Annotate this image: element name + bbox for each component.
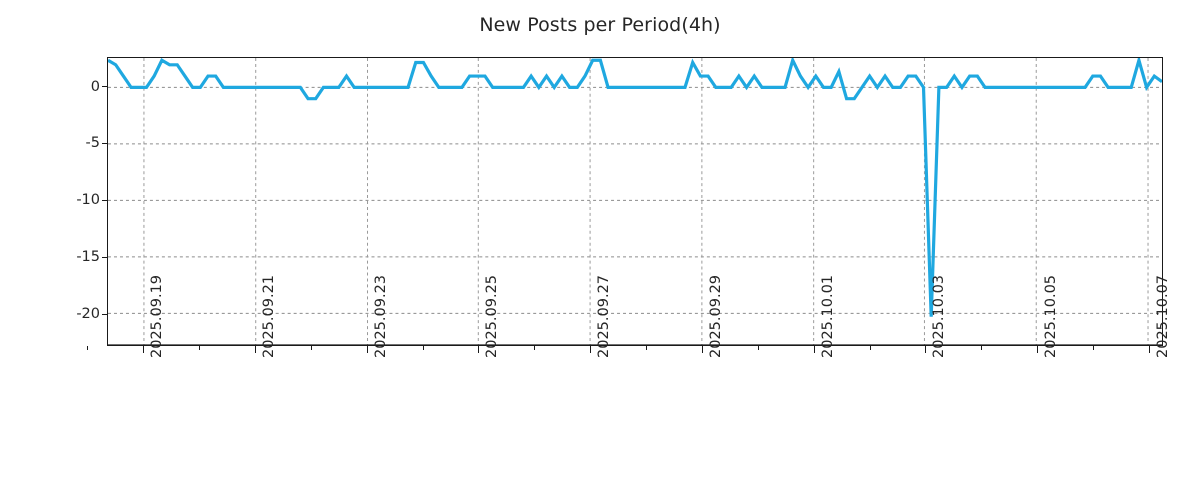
x-tick-mark bbox=[925, 346, 927, 353]
x-tick-mark bbox=[255, 346, 257, 353]
x-minor-tick-mark bbox=[423, 346, 425, 350]
data-series-line bbox=[108, 58, 1162, 317]
x-tick-label: 2025.09.29 bbox=[708, 274, 724, 358]
x-minor-tick-mark bbox=[758, 346, 760, 350]
y-tick-label: -10 bbox=[76, 192, 100, 209]
x-minor-tick-mark bbox=[870, 346, 872, 350]
x-tick-mark bbox=[590, 346, 592, 353]
y-tick-mark bbox=[102, 86, 107, 88]
x-tick-label: 2025.10.01 bbox=[820, 274, 836, 358]
plot-area bbox=[107, 57, 1163, 346]
x-tick-label: 2025.09.23 bbox=[373, 274, 389, 358]
x-tick-mark bbox=[1037, 346, 1039, 353]
y-tick-label: -15 bbox=[76, 249, 100, 266]
y-tick-label: 0 bbox=[90, 78, 100, 95]
x-tick-label: 2025.09.21 bbox=[261, 274, 277, 358]
x-minor-tick-mark bbox=[311, 346, 313, 350]
x-minor-tick-mark bbox=[981, 346, 983, 350]
x-minor-tick-mark bbox=[1093, 346, 1095, 350]
y-tick-label: -5 bbox=[85, 135, 100, 152]
y-axis-tick-labels: 0 -5 -10 -15 -20 bbox=[0, 0, 100, 500]
y-tick-mark bbox=[102, 256, 107, 258]
x-minor-tick-mark bbox=[534, 346, 536, 350]
x-tick-mark bbox=[367, 346, 369, 353]
x-tick-mark bbox=[143, 346, 145, 353]
y-tick-mark bbox=[102, 313, 107, 315]
y-tick-mark bbox=[102, 199, 107, 202]
x-minor-tick-mark bbox=[646, 346, 648, 350]
x-tick-label: 2025.09.27 bbox=[596, 274, 612, 358]
x-tick-mark bbox=[478, 346, 480, 353]
x-tick-label: 2025.09.25 bbox=[484, 274, 500, 358]
x-tick-label: 2025.09.19 bbox=[149, 274, 165, 358]
x-tick-mark bbox=[814, 346, 816, 353]
x-tick-label: 2025.10.05 bbox=[1043, 274, 1059, 358]
y-tick-mark bbox=[102, 142, 107, 145]
x-tick-label: 2025.10.03 bbox=[931, 274, 947, 358]
x-tick-mark bbox=[1149, 346, 1151, 353]
y-tick-label: -20 bbox=[76, 306, 100, 323]
chart-title: New Posts per Period(4h) bbox=[479, 14, 721, 36]
x-tick-mark bbox=[702, 346, 704, 353]
x-minor-tick-mark bbox=[87, 346, 89, 350]
x-tick-label: 2025.10.07 bbox=[1155, 274, 1171, 358]
x-minor-tick-mark bbox=[199, 346, 201, 350]
plot-svg bbox=[108, 58, 1162, 345]
